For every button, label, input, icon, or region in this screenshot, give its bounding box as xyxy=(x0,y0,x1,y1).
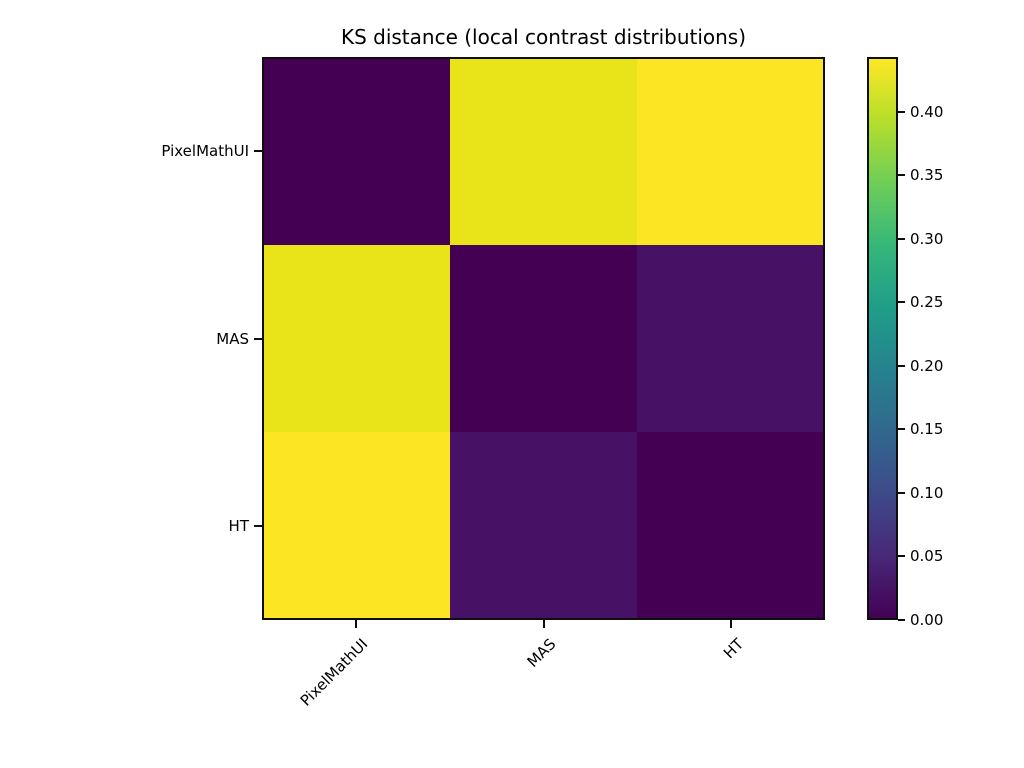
colorbar-tick-mark xyxy=(898,301,905,304)
colorbar-tick-mark xyxy=(898,237,905,240)
y-tick-label: PixelMathUI xyxy=(161,141,249,160)
colorbar-tick-label: 0.30 xyxy=(910,229,944,248)
colorbar-tick-label: 0.25 xyxy=(910,293,944,312)
chart-title: KS distance (local contrast distribution… xyxy=(340,25,747,49)
x-tick-label: PixelMathUI xyxy=(296,635,372,710)
colorbar-tick-mark xyxy=(898,110,905,113)
x-tick-label: HT xyxy=(719,635,747,663)
colorbar-tick-label: 0.40 xyxy=(910,102,944,121)
y-tick-label: HT xyxy=(228,517,249,536)
colorbar xyxy=(867,57,898,620)
colorbar-tick-mark xyxy=(898,174,905,177)
x-tick-label: MAS xyxy=(523,635,560,671)
colorbar-tick-label: 0.20 xyxy=(910,356,944,375)
colorbar-tick-mark xyxy=(898,491,905,494)
heatmap-cell-PixelMathUI-PixelMathUI xyxy=(264,59,451,246)
x-tick-mark xyxy=(542,620,545,628)
colorbar-tick-label: 0.05 xyxy=(910,547,944,566)
heatmap-grid xyxy=(262,57,825,620)
colorbar-tick-mark xyxy=(898,364,905,367)
y-tick-label: MAS xyxy=(216,329,249,348)
colorbar-tick-mark xyxy=(898,428,905,431)
y-tick-mark xyxy=(254,525,262,528)
y-tick-mark xyxy=(254,337,262,340)
heatmap-cell-MAS-MAS xyxy=(450,245,637,432)
heatmap-cell-MAS-PixelMathUI xyxy=(264,245,451,432)
heatmap-cell-HT-PixelMathUI xyxy=(264,431,451,618)
y-tick-mark xyxy=(254,149,262,152)
colorbar-tick-label: 0.00 xyxy=(910,611,944,629)
x-tick-mark xyxy=(354,620,357,628)
colorbar-tick-mark xyxy=(898,555,905,558)
colorbar-tick-label: 0.35 xyxy=(910,166,944,185)
colorbar-tick-label: 0.10 xyxy=(910,483,944,502)
heatmap-cell-PixelMathUI-HT xyxy=(636,59,823,246)
x-tick-mark xyxy=(730,620,733,628)
colorbar-tick-label: 0.15 xyxy=(910,420,944,439)
heatmap-cell-HT-MAS xyxy=(450,431,637,618)
heatmap-cell-MAS-HT xyxy=(636,245,823,432)
heatmap-cell-PixelMathUI-MAS xyxy=(450,59,637,246)
colorbar-tick-mark xyxy=(898,619,905,621)
heatmap-cell-HT-HT xyxy=(636,431,823,618)
